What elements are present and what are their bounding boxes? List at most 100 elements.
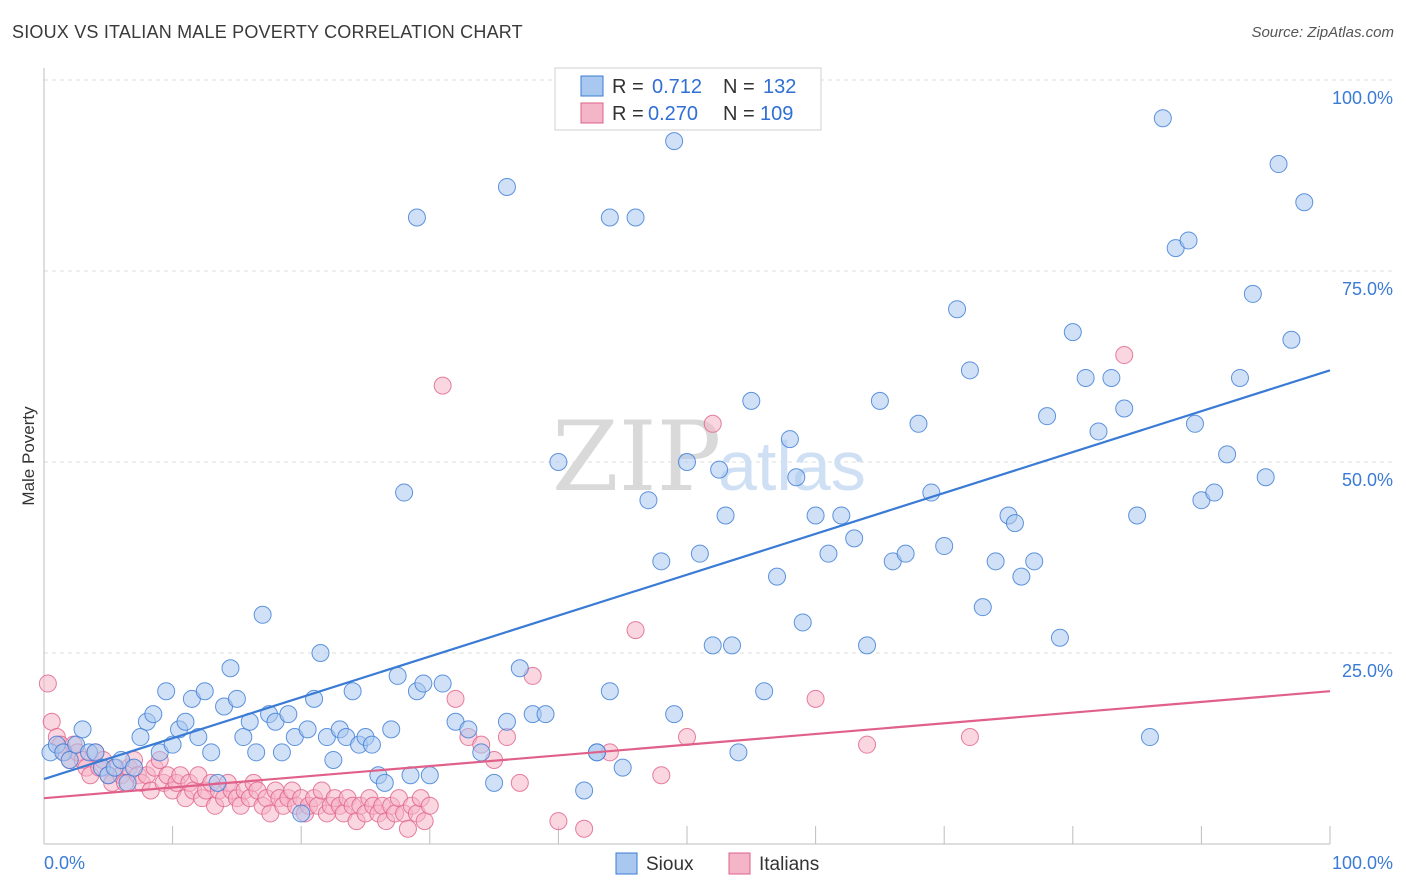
italians-point xyxy=(398,819,417,838)
sioux-point xyxy=(221,659,240,678)
sioux-point xyxy=(60,750,79,769)
trend-lines xyxy=(43,369,1331,800)
sioux-series xyxy=(41,109,1314,823)
sioux-point xyxy=(1063,323,1082,342)
italians-point xyxy=(420,796,439,815)
sioux-point xyxy=(600,208,619,227)
y-tick-label: 75.0% xyxy=(1342,279,1393,299)
sioux-point xyxy=(234,728,253,747)
sioux-point xyxy=(118,773,137,792)
sioux-point xyxy=(536,705,555,724)
sioux-point xyxy=(690,544,709,563)
sioux-point xyxy=(1050,628,1069,647)
italians-point xyxy=(446,689,465,708)
sioux-point xyxy=(665,705,684,724)
sioux-point xyxy=(909,414,928,433)
sioux-point xyxy=(845,529,864,548)
sioux-point xyxy=(388,666,407,685)
sioux-point xyxy=(613,758,632,777)
sioux-point xyxy=(626,208,645,227)
sioux-point xyxy=(420,766,439,785)
italians-point xyxy=(858,735,877,754)
sioux-point xyxy=(414,674,433,693)
sioux-point xyxy=(1282,330,1301,349)
sioux-n-label: N = xyxy=(723,76,755,98)
sioux-point xyxy=(176,712,195,731)
sioux-point xyxy=(1038,407,1057,426)
sioux-point xyxy=(678,453,696,471)
sioux-point xyxy=(1256,468,1275,487)
grid-lines xyxy=(44,79,1393,654)
sioux-point xyxy=(362,735,381,754)
sioux-point xyxy=(395,483,414,502)
sioux-point xyxy=(1140,728,1159,747)
italians-point xyxy=(1115,346,1134,365)
sioux-point xyxy=(1005,514,1024,533)
sioux-point xyxy=(1102,368,1121,387)
sioux-point xyxy=(710,460,729,479)
sioux-point xyxy=(247,743,266,762)
chart-title: SIOUX VS ITALIAN MALE POVERTY CORRELATIO… xyxy=(12,22,523,42)
italians-legend-swatch xyxy=(580,102,604,124)
sioux-point xyxy=(407,208,426,227)
sioux-point xyxy=(723,636,742,655)
sioux-point xyxy=(375,773,394,792)
italians-point xyxy=(960,728,979,747)
italians-point xyxy=(806,689,825,708)
italians-point xyxy=(497,728,516,747)
italians-point xyxy=(42,712,61,731)
italians-point xyxy=(678,728,696,747)
italians-point xyxy=(510,773,529,792)
y-tick-label: 100.0% xyxy=(1332,88,1393,108)
sioux-point xyxy=(1295,193,1314,212)
italians-n-value: 109 xyxy=(760,103,793,125)
italians-series xyxy=(38,346,1134,838)
sioux-bottom-swatch xyxy=(615,852,638,875)
y-tick-label: 50.0% xyxy=(1342,470,1393,490)
italians-point xyxy=(433,376,452,395)
italians-point xyxy=(652,766,671,785)
sioux-point xyxy=(73,720,92,739)
sioux-point xyxy=(973,598,992,617)
sioux-point xyxy=(600,682,619,701)
sioux-point xyxy=(948,300,967,319)
y-axis-title: Male Poverty xyxy=(19,406,38,506)
sioux-point xyxy=(703,636,722,655)
sioux-point xyxy=(768,567,787,586)
y-tick-labels: 25.0% 50.0% 75.0% 100.0% xyxy=(1332,88,1393,681)
sioux-point xyxy=(832,506,851,525)
sioux-point xyxy=(144,705,163,724)
sioux-bottom-label: Sioux xyxy=(646,854,694,875)
italians-point xyxy=(703,414,722,433)
sioux-point xyxy=(1185,414,1204,433)
sioux-point xyxy=(1243,284,1262,303)
sioux-point xyxy=(279,705,298,724)
sioux-point xyxy=(1076,368,1095,387)
sioux-point xyxy=(510,659,529,678)
italians-point xyxy=(575,819,594,838)
sioux-point xyxy=(311,644,330,662)
sioux-point xyxy=(1012,567,1031,586)
sioux-point xyxy=(1230,368,1249,387)
sioux-point xyxy=(780,430,799,449)
italians-point xyxy=(415,812,434,831)
sioux-point xyxy=(665,132,684,151)
sioux-point xyxy=(639,491,658,510)
sioux-point xyxy=(292,804,311,823)
italians-point xyxy=(626,621,645,640)
y-tick-label: 25.0% xyxy=(1342,661,1393,681)
sioux-point xyxy=(1218,445,1237,464)
sioux-point xyxy=(272,743,291,762)
sioux-point xyxy=(459,720,478,739)
sioux-point xyxy=(729,743,748,762)
sioux-point xyxy=(858,636,877,655)
sioux-point xyxy=(935,537,954,556)
italians-r-label: R = xyxy=(612,103,644,125)
sioux-point xyxy=(253,605,272,624)
sioux-point xyxy=(806,506,825,525)
sioux-point xyxy=(202,743,221,762)
sioux-point xyxy=(324,750,343,769)
sioux-point xyxy=(896,544,915,563)
sioux-trend-line xyxy=(43,369,1331,781)
sioux-point xyxy=(497,177,516,196)
